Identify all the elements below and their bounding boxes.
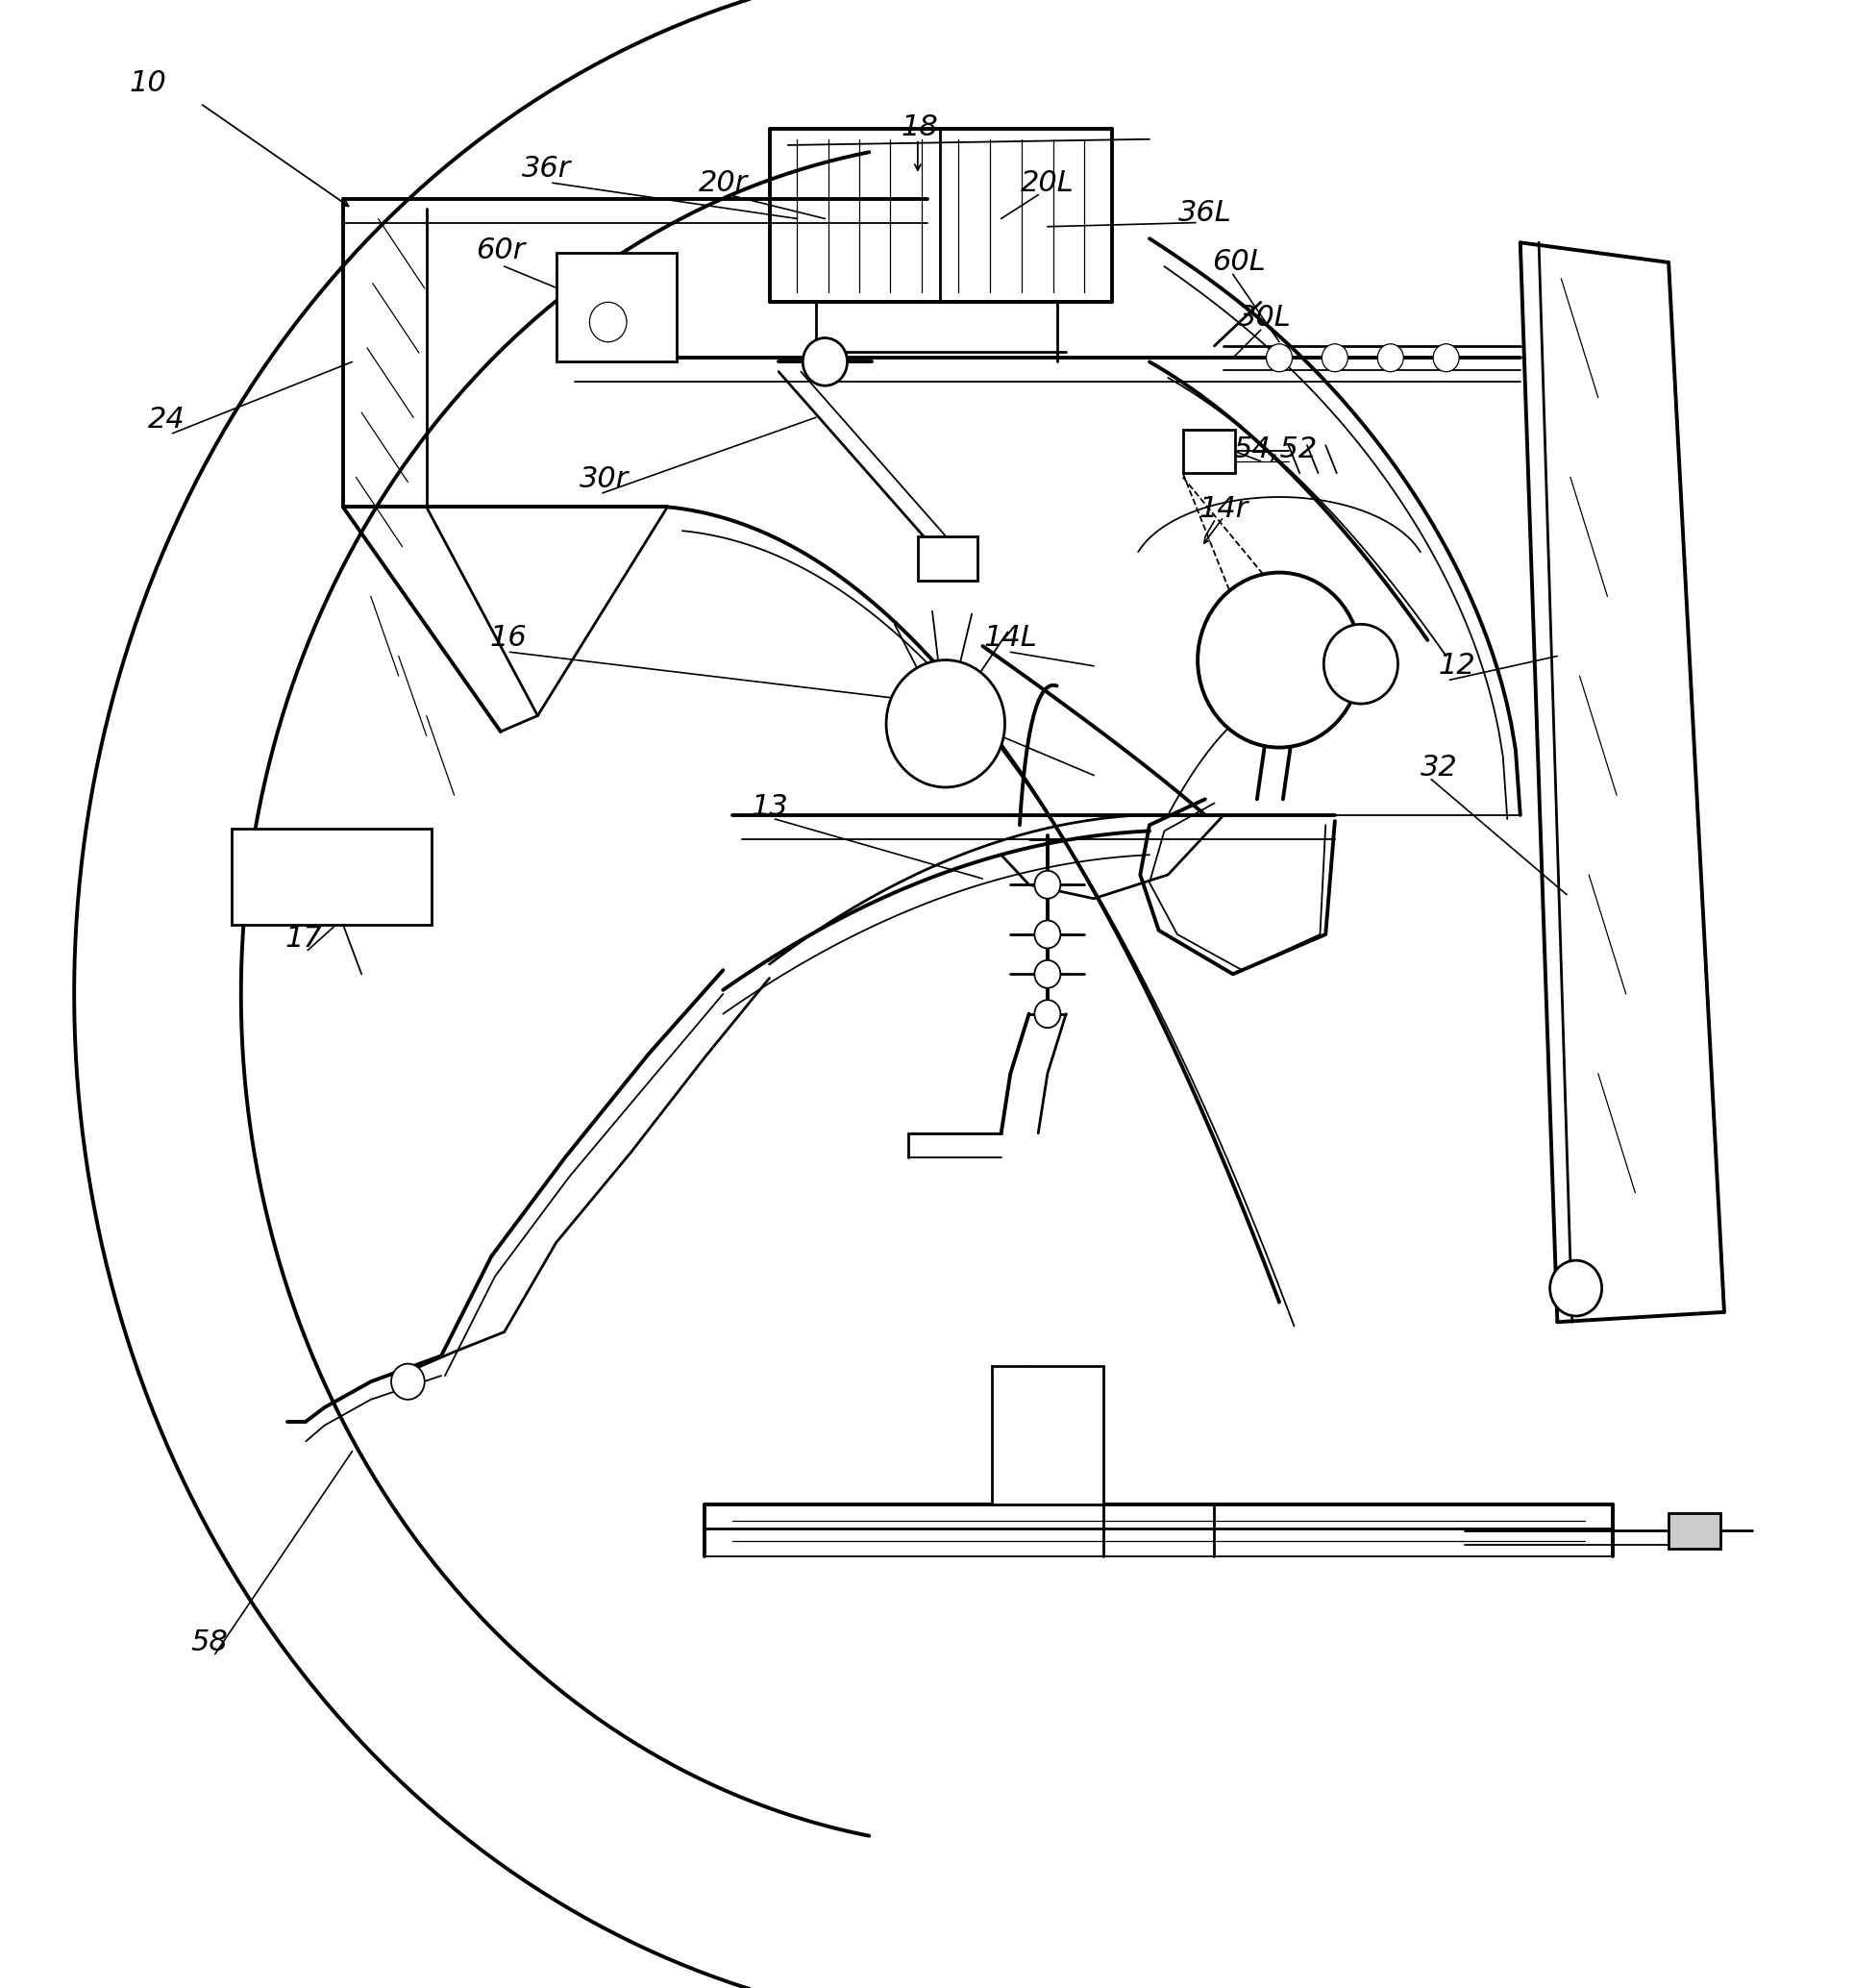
Text: 18: 18 bbox=[901, 113, 938, 141]
Text: 60L: 60L bbox=[1213, 248, 1264, 276]
Circle shape bbox=[1035, 920, 1060, 948]
Text: 36L: 36L bbox=[1179, 199, 1231, 227]
Bar bbox=[232, 829, 432, 924]
Circle shape bbox=[1035, 1000, 1060, 1028]
Circle shape bbox=[803, 338, 847, 386]
Text: 54,52: 54,52 bbox=[1233, 435, 1318, 463]
Text: 13: 13 bbox=[751, 793, 788, 821]
Text: 58: 58 bbox=[191, 1628, 228, 1656]
Circle shape bbox=[1266, 344, 1292, 372]
Circle shape bbox=[1198, 573, 1361, 747]
Text: 30L: 30L bbox=[1238, 304, 1290, 332]
Text: 12: 12 bbox=[1439, 652, 1476, 680]
Circle shape bbox=[886, 660, 1005, 787]
Circle shape bbox=[391, 1364, 425, 1400]
Circle shape bbox=[1378, 344, 1403, 372]
Text: 10: 10 bbox=[130, 70, 167, 97]
Text: 24: 24 bbox=[148, 406, 185, 433]
Bar bbox=[556, 252, 677, 362]
Circle shape bbox=[590, 302, 627, 342]
Circle shape bbox=[1035, 871, 1060, 899]
Text: 20L: 20L bbox=[1022, 169, 1073, 197]
Circle shape bbox=[1433, 344, 1459, 372]
Text: 20r: 20r bbox=[699, 169, 747, 197]
Text: 16: 16 bbox=[489, 624, 527, 652]
Circle shape bbox=[1324, 624, 1398, 704]
Text: 36r: 36r bbox=[523, 155, 571, 183]
Text: 60r: 60r bbox=[476, 237, 525, 264]
Bar bbox=[918, 537, 977, 580]
Text: 17: 17 bbox=[286, 924, 323, 952]
Circle shape bbox=[1550, 1260, 1602, 1316]
Text: 11: 11 bbox=[971, 706, 1009, 734]
Text: 14L: 14L bbox=[984, 624, 1036, 652]
Text: 30r: 30r bbox=[580, 465, 629, 493]
Text: 14r: 14r bbox=[1200, 495, 1248, 523]
Text: 32: 32 bbox=[1420, 753, 1457, 781]
Bar bbox=[992, 1366, 1103, 1505]
Bar bbox=[1183, 429, 1235, 473]
Bar bbox=[1669, 1513, 1721, 1549]
Circle shape bbox=[1035, 960, 1060, 988]
Circle shape bbox=[1322, 344, 1348, 372]
